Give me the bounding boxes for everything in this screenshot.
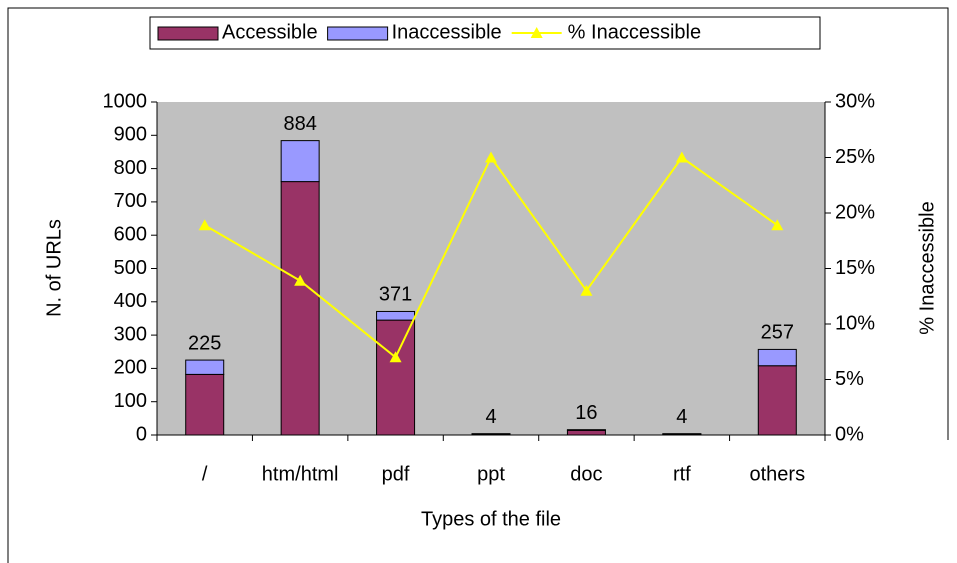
frame bbox=[7, 7, 949, 563]
y2-tick-label: 10% bbox=[835, 312, 875, 334]
bar-segment bbox=[566, 429, 606, 431]
x-tick-label: pdf bbox=[382, 463, 410, 485]
total-label: 4 bbox=[676, 406, 687, 428]
x-tick-label: rtf bbox=[673, 463, 691, 485]
line-marker bbox=[389, 351, 402, 363]
y2-tick-label: 25% bbox=[835, 146, 875, 168]
total-label: 4 bbox=[485, 406, 496, 428]
y-tick-label: 400 bbox=[114, 290, 147, 312]
y2-tick-label: 5% bbox=[835, 368, 864, 390]
y-tick-label: 300 bbox=[114, 323, 147, 345]
bar-segment bbox=[566, 429, 606, 436]
legend-box bbox=[149, 16, 821, 50]
x-tick-label: htm/html bbox=[262, 463, 339, 485]
bar-segment bbox=[280, 140, 320, 183]
y2-tick-label: 0% bbox=[835, 423, 864, 445]
y-tick-label: 200 bbox=[114, 357, 147, 379]
bar-segment bbox=[757, 365, 797, 436]
y-axis-label: N. of URLs bbox=[43, 219, 65, 317]
bar-segment bbox=[185, 373, 225, 436]
total-label: 225 bbox=[188, 332, 221, 354]
y-tick-label: 1000 bbox=[103, 90, 148, 112]
y-tick-label: 800 bbox=[114, 157, 147, 179]
x-tick-label: doc bbox=[570, 463, 602, 485]
bar-segment bbox=[376, 310, 416, 321]
y2-axis-label: % Inaccessible bbox=[916, 201, 938, 334]
line-marker bbox=[675, 151, 688, 163]
x-axis-label: Types of the file bbox=[421, 508, 561, 530]
total-label: 16 bbox=[575, 402, 597, 424]
line-marker bbox=[294, 274, 307, 286]
x-tick-label: others bbox=[749, 463, 805, 485]
y2-tick-label: 15% bbox=[835, 257, 875, 279]
bar-segment bbox=[185, 359, 225, 375]
legend-swatch bbox=[157, 26, 219, 41]
y2-tick-label: 20% bbox=[835, 201, 875, 223]
bar-segment bbox=[757, 348, 797, 367]
line-marker bbox=[580, 284, 593, 296]
x-tick-label: / bbox=[202, 463, 208, 485]
legend-label: Accessible bbox=[222, 21, 318, 43]
total-label: 884 bbox=[283, 113, 316, 135]
line-marker bbox=[485, 151, 497, 163]
legend-swatch bbox=[327, 26, 389, 41]
y-tick-label: 500 bbox=[114, 257, 147, 279]
legend-label: Inaccessible bbox=[392, 21, 502, 43]
y-tick-label: 100 bbox=[114, 390, 147, 412]
legend-marker bbox=[530, 27, 543, 38]
bar-segment bbox=[376, 319, 416, 436]
total-label: 371 bbox=[379, 284, 412, 306]
x-tick-label: ppt bbox=[477, 463, 505, 485]
bar-segment bbox=[280, 181, 320, 436]
y-tick-label: 700 bbox=[114, 190, 147, 212]
line-marker bbox=[198, 219, 211, 231]
y-tick-label: 600 bbox=[114, 223, 147, 245]
line-marker bbox=[771, 219, 784, 231]
y-tick-label: 900 bbox=[114, 124, 147, 146]
y-tick-label: 0 bbox=[136, 423, 147, 445]
total-label: 257 bbox=[761, 322, 794, 344]
legend-label: % Inaccessible bbox=[568, 21, 701, 43]
y2-tick-label: 30% bbox=[835, 90, 875, 112]
